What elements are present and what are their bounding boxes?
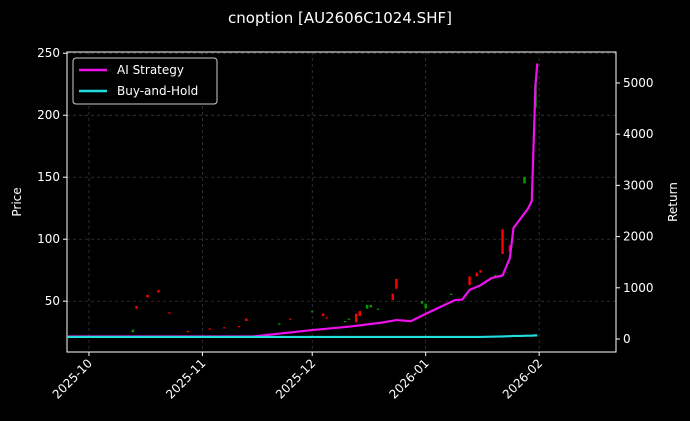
candle [475,272,479,277]
candle [289,318,292,320]
return-line [67,334,538,339]
y-tick-label: 100 [37,232,60,246]
candle [369,304,372,308]
legend-label: AI Strategy [117,63,184,77]
y-tick-label: 200 [37,108,60,122]
y2-tick-label: 3000 [623,178,654,192]
candle [424,303,427,309]
y2-tick-label: 4000 [623,127,654,141]
candle [450,293,453,295]
candle [168,312,171,314]
candle [157,290,160,293]
candle [501,229,504,255]
return-line [67,63,539,338]
candle [237,325,241,328]
candle [391,293,394,300]
candle [311,311,314,313]
y2-axis-label: Return [666,182,680,222]
candle [325,317,329,319]
candle [395,278,398,289]
candle [508,245,512,252]
y2-tick-label: 5000 [623,76,654,90]
y-tick-label: 250 [37,46,60,60]
candle [468,276,471,286]
candle [376,308,380,310]
candle [523,177,526,184]
candle [208,328,211,330]
candle [354,313,358,323]
plot-frame [66,51,617,353]
candle [343,321,347,323]
candle [494,275,497,277]
chart-title: cnoption [AU2606C1024.SHF] [228,9,452,27]
y2-tick-label: 1000 [623,281,654,295]
legend-box [72,57,218,105]
candle [131,329,135,333]
candle [358,311,361,317]
y-tick-label: 50 [45,294,60,308]
candle [245,318,248,322]
legend-label: Buy-and-Hold [117,84,198,98]
y2-tick-label: 2000 [623,230,654,244]
y-axis-label: Price [10,187,24,216]
y2-tick-label: 0 [623,332,631,346]
candle [479,270,482,273]
candle [278,323,281,325]
candle [223,327,226,329]
candle [146,294,149,298]
candle [322,313,325,317]
y-tick-label: 150 [37,170,60,184]
candle [135,306,138,309]
candle [347,318,351,320]
candle [365,304,369,309]
candle [420,301,424,304]
candle [186,330,189,333]
